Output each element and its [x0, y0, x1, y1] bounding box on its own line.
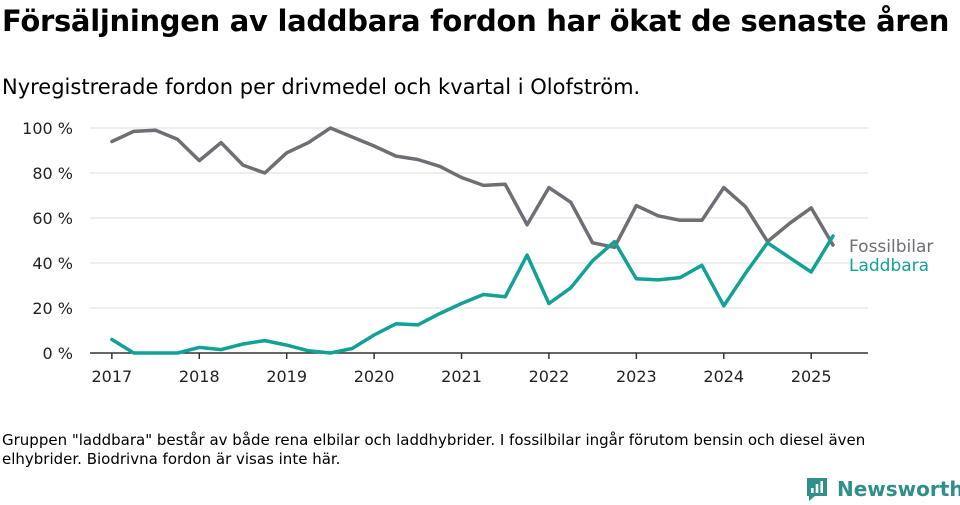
- legend-label-fossilbilar: Fossilbilar: [849, 237, 933, 257]
- chart-subtitle: Nyregistrerade fordon per drivmedel och …: [2, 75, 641, 99]
- brand-name: Newsworthy: [837, 477, 960, 501]
- brand-logo[interactable]: Newsworthy: [805, 475, 960, 503]
- x-tick-label: 2020: [354, 367, 395, 386]
- y-tick-label: 100 %: [22, 119, 73, 138]
- chart-title: Försäljningen av laddbara fordon har öka…: [2, 4, 950, 38]
- footnote: Gruppen "laddbara" består av både rena e…: [2, 431, 866, 468]
- series-line-fossilbilar: [110, 126, 835, 250]
- x-tick-label: 2017: [91, 367, 132, 386]
- x-tick-label: 2022: [529, 367, 570, 386]
- series-line-laddbara: [110, 234, 835, 355]
- legend-label-laddbara: Laddbara: [849, 256, 929, 276]
- x-tick-label: 2024: [703, 367, 744, 386]
- y-tick-label: 20 %: [32, 299, 73, 318]
- y-tick-label: 80 %: [32, 164, 73, 183]
- x-tick-label: 2023: [616, 367, 657, 386]
- y-tick-label: 40 %: [32, 254, 73, 273]
- x-tick-label: 2018: [179, 367, 220, 386]
- y-tick-label: 0 %: [43, 344, 73, 363]
- x-tick-label: 2019: [266, 367, 307, 386]
- y-tick-label: 60 %: [32, 209, 73, 228]
- line-chart: 0 % 20 % 40 % 60 % 80 % 100 % 2017 2018 2019 2020…: [22, 119, 933, 386]
- x-tick-label: 2021: [441, 367, 482, 386]
- newsworthy-logo-icon: [807, 478, 827, 501]
- x-tick-label: 2025: [791, 367, 832, 386]
